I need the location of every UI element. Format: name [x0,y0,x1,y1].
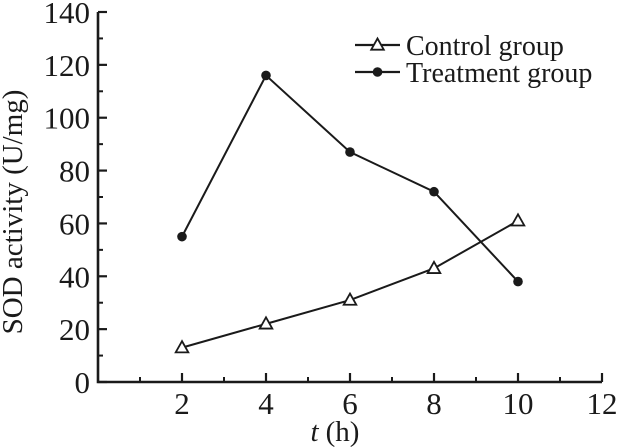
series-line-control [181,219,519,349]
data-point-open-triangle [342,291,358,306]
legend-label-control: Control group [406,31,564,62]
y-tick-label: 20 [59,312,90,347]
x-axis-label-unit: (h) [326,416,360,447]
filled-circle-marker-icon [372,67,383,77]
y-tick-label: 40 [59,259,90,294]
x-tick-label: 2 [174,386,190,421]
series-treatment-group [177,70,523,287]
y-tick-label: 100 [44,101,91,136]
data-point-filled-circle [345,147,355,157]
x-tick-label: 6 [342,386,358,421]
data-point-open-triangle [426,260,442,274]
x-tick-label: 12 [587,386,618,421]
data-point-filled-circle [429,186,439,197]
data-point-filled-circle [177,231,187,242]
series-control-group [174,212,526,354]
data-point-open-triangle [258,315,274,330]
open-triangle-marker-icon [369,36,386,51]
data-point-open-triangle [174,339,190,354]
data-point-filled-circle [513,276,523,287]
x-tick-label: 8 [426,386,442,421]
data-point-open-triangle [510,212,526,227]
x-tick-label: 10 [503,386,534,421]
y-tick-label: 140 [44,0,91,30]
x-axis-label-symbol: t [311,416,320,447]
y-tick-label: 60 [59,206,90,241]
legend-item-control: Control group [355,31,564,62]
legend-label-treatment: Treatment group [406,58,592,89]
y-tick-label: 0 [75,365,91,400]
x-axis-label: t (h) [311,416,360,447]
chart-legend: Control group Treatment group [355,31,592,89]
series-line-treatment [181,73,519,283]
data-point-filled-circle [261,70,271,81]
y-tick-label: 120 [44,48,91,83]
legend-item-treatment: Treatment group [355,58,592,89]
x-tick-label: 4 [258,386,274,421]
y-tick-label: 80 [59,154,90,189]
y-axis-label: SOD activity (U/mg) [0,90,29,335]
